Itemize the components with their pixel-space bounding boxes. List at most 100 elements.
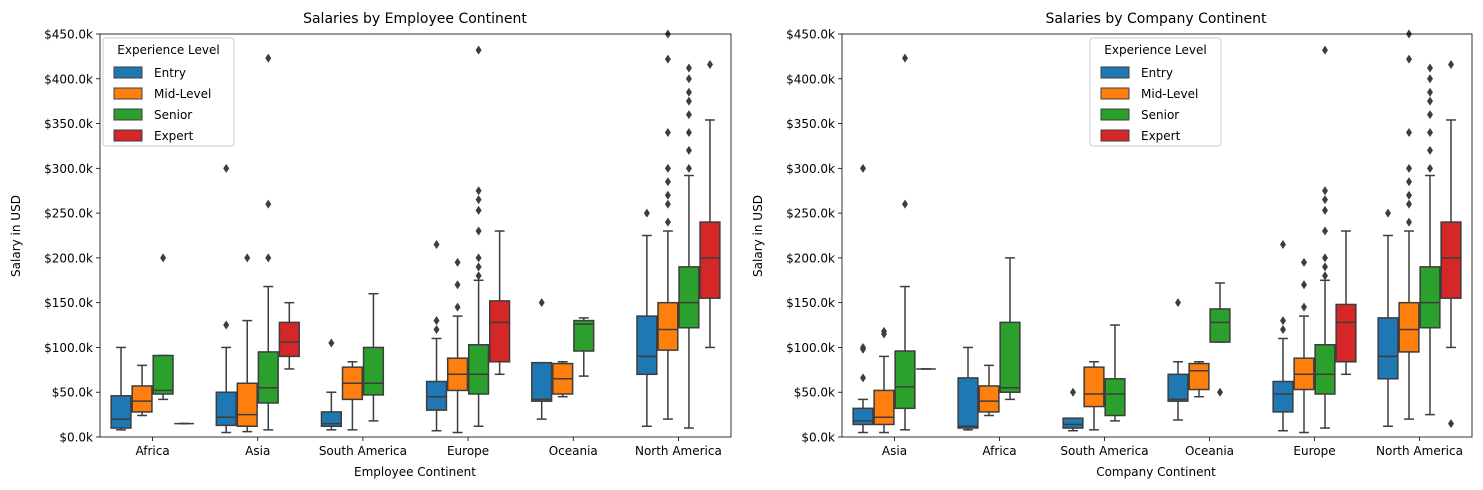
outlier-point: [1280, 239, 1286, 249]
y-tick-label: $350.0k: [44, 117, 93, 131]
box-entry-europe: [425, 239, 448, 432]
outlier-point: [685, 63, 692, 73]
legend-swatch-expert: [113, 129, 143, 142]
x-tick-label: Asia: [882, 444, 907, 458]
outlier-point: [860, 373, 866, 383]
y-tick-label: $100.0k: [786, 341, 835, 355]
box-iqr: [110, 395, 132, 429]
legend-swatch-mid-level: [113, 87, 143, 100]
outlier-point: [1322, 186, 1328, 196]
outlier-point: [664, 177, 671, 187]
outlier-point: [1322, 226, 1328, 236]
outlier-point: [1322, 253, 1328, 263]
box-senior-africa: [152, 253, 174, 401]
box-senior-europe: [1314, 45, 1336, 429]
outlier-point: [433, 316, 440, 326]
box-iqr: [1209, 308, 1231, 343]
box-expert-europe: [1335, 230, 1357, 376]
legend-label-senior: Senior: [154, 108, 192, 122]
x-tick-label: South America: [1060, 444, 1148, 458]
outlier-point: [1322, 205, 1328, 215]
box-iqr: [488, 300, 511, 363]
box-iqr: [1314, 344, 1336, 395]
outlier-point: [475, 271, 482, 281]
box-senior-asia: [894, 53, 916, 431]
legend-swatch-entry: [1100, 66, 1130, 79]
legend-swatch-mid-level: [1100, 87, 1130, 100]
outlier-point: [1301, 280, 1307, 290]
outlier-point: [475, 253, 482, 263]
box-iqr: [362, 346, 385, 396]
outlier-point: [1427, 96, 1433, 106]
outlier-point: [1427, 63, 1433, 73]
outlier-point: [454, 280, 461, 290]
y-tick-label: $50.0k: [794, 386, 835, 400]
y-tick-label: $450.0k: [44, 28, 93, 42]
box-entry-south-america: [1062, 387, 1084, 432]
box-entry-europe: [1272, 239, 1294, 432]
outlier-point: [685, 110, 692, 120]
box-senior-north-america: [678, 63, 700, 429]
outlier-point: [433, 239, 440, 249]
outlier-point: [1427, 163, 1433, 173]
y-tick-label: $350.0k: [786, 117, 835, 131]
outlier-point: [223, 163, 230, 173]
y-tick-label: $200.0k: [786, 251, 835, 265]
box-iqr: [152, 354, 174, 395]
box-entry-north-america: [636, 208, 658, 428]
box-iqr: [657, 301, 679, 351]
box-entry-africa: [957, 346, 979, 431]
box-mid-level-north-america: [1398, 29, 1420, 420]
box-iqr: [957, 377, 979, 429]
outlier-point: [664, 54, 671, 64]
legend-swatch-senior: [113, 108, 143, 121]
outlier-point: [1406, 199, 1412, 209]
outlier-point: [1406, 190, 1412, 200]
box-senior-oceania: [573, 317, 595, 377]
outlier-point: [1322, 45, 1328, 55]
outlier-point: [685, 145, 692, 155]
legend-title: Experience Level: [117, 43, 219, 57]
legend-label-entry: Entry: [1141, 66, 1173, 80]
box-iqr: [1167, 373, 1189, 402]
outlier-point: [664, 190, 671, 200]
y-tick-label: $250.0k: [786, 207, 835, 221]
box-senior-south-america: [1104, 324, 1126, 422]
x-axis-label: Company Continent: [1096, 465, 1216, 479]
outlier-point: [1427, 145, 1433, 155]
outlier-point: [685, 74, 692, 84]
outlier-point: [1301, 257, 1307, 267]
box-mid-level-south-america: [341, 361, 364, 431]
box-senior-africa: [999, 257, 1021, 401]
box-expert-asia: [278, 301, 300, 370]
y-tick-label: $100.0k: [44, 341, 93, 355]
box-mid-level-north-america: [657, 29, 679, 420]
outlier-point: [706, 59, 713, 69]
x-tick-label: Africa: [135, 444, 169, 458]
box-mid-level-asia: [873, 326, 895, 434]
y-tick-label: $400.0k: [44, 72, 93, 86]
box-iqr: [425, 380, 448, 411]
outlier-point: [902, 199, 908, 209]
outlier-point: [860, 342, 866, 352]
outlier-point: [244, 253, 251, 263]
y-tick-label: $200.0k: [44, 251, 93, 265]
box-senior-europe: [467, 45, 490, 428]
legend-swatch-expert: [1100, 129, 1130, 142]
outlier-point: [1301, 302, 1307, 312]
outlier-point: [1406, 177, 1412, 187]
outlier-point: [685, 87, 692, 97]
outlier-point: [1385, 208, 1391, 218]
outlier-point: [1070, 387, 1076, 397]
box-entry-asia: [215, 163, 237, 434]
box-mid-level-oceania: [552, 361, 574, 398]
outlier-point: [475, 195, 482, 205]
outlier-point: [664, 128, 671, 138]
outlier-point: [454, 302, 461, 312]
y-axis-label: Salary in USD: [9, 195, 23, 277]
outlier-point: [1406, 163, 1412, 173]
outlier-point: [1322, 195, 1328, 205]
box-iqr: [1062, 417, 1084, 429]
box-iqr: [1335, 303, 1357, 363]
legend-label-expert: Expert: [154, 129, 194, 143]
